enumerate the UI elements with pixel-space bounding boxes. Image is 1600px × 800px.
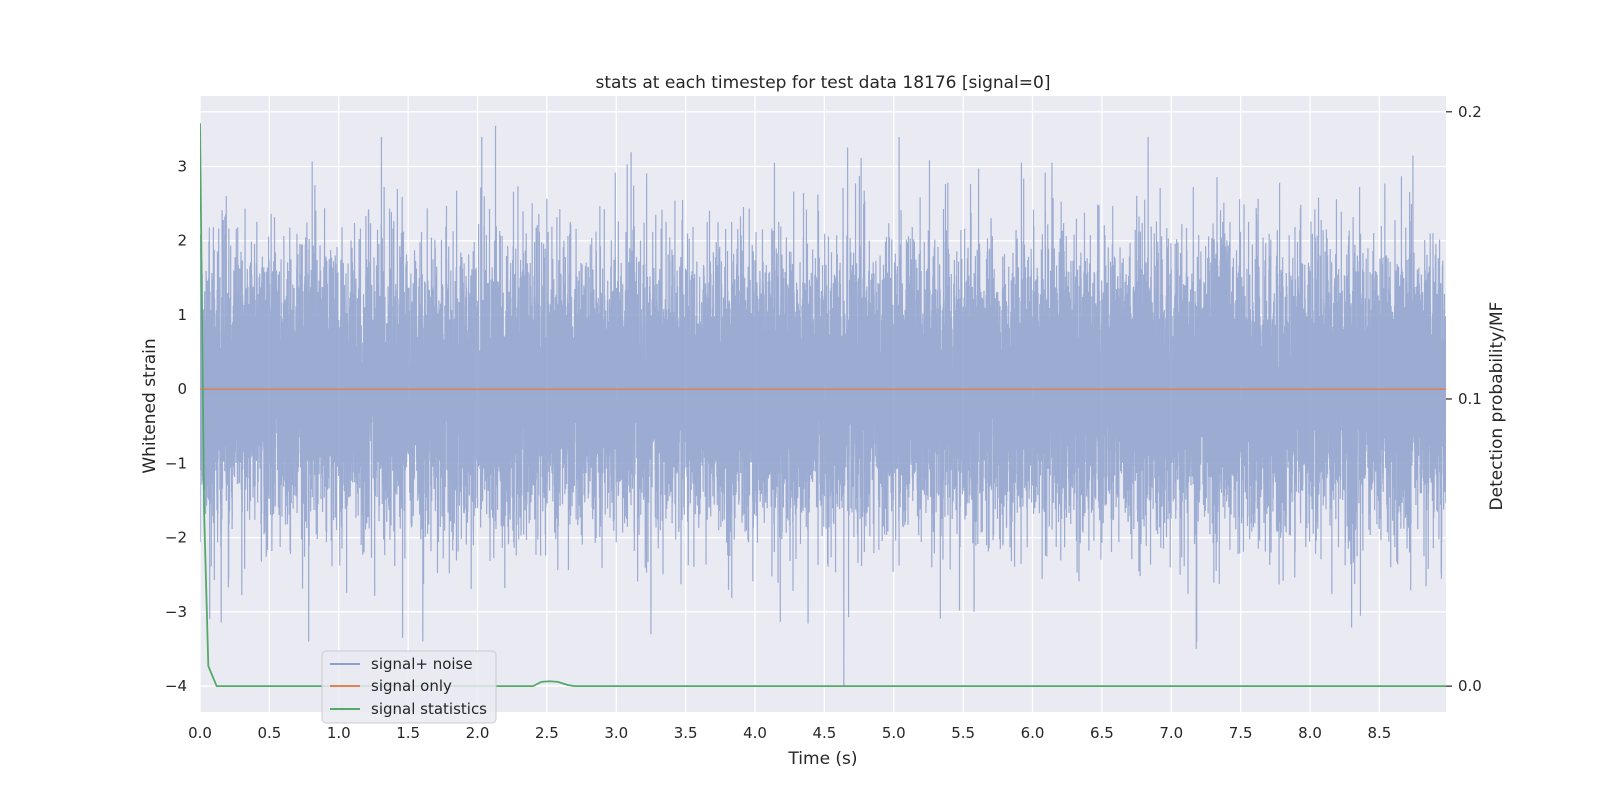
x-tick-label: 8.5 [1367,724,1391,742]
right-y-tick-label: 0.2 [1458,103,1482,121]
legend-label-signal-noise: signal+ noise [371,655,473,673]
x-tick-label: 3.0 [604,724,628,742]
x-tick-label: 2.0 [466,724,490,742]
x-tick-label: 4.0 [743,724,767,742]
y-tick-label: 2 [177,232,187,250]
x-tick-label: 5.5 [951,724,975,742]
legend: signal+ noise signal only signal statist… [321,650,497,724]
x-tick-label: 7.0 [1159,724,1183,742]
y-tick-label: −2 [165,529,187,547]
right-y-tick-label: 0.0 [1458,677,1482,695]
x-tick-label: 1.5 [396,724,420,742]
series-layer [200,123,1446,688]
series-signal-statistics-line [200,123,1446,688]
right-axis-ticks: 0.0 0.1 0.2 [1446,103,1482,695]
x-axis-ticks: 0.0 0.5 1.0 1.5 2.0 2.5 3.0 3.5 4.0 4.5 5.0 5.5 6.0 6… [188,724,1391,742]
x-tick-label: 5.0 [882,724,906,742]
legend-box [321,650,497,724]
y-tick-label: 3 [177,158,187,176]
y-tick-label: 0 [177,380,187,398]
y-axis-ticks: −4 −3 −2 −1 0 1 2 3 [165,158,187,696]
x-tick-label: 1.0 [327,724,351,742]
x-tick-label: 0.0 [188,724,212,742]
y-tick-label: −3 [165,603,187,621]
x-tick-label: 0.5 [257,724,281,742]
x-tick-label: 3.5 [674,724,698,742]
right-axis-label: Detection probability/MF [1487,302,1507,511]
x-tick-label: 4.5 [812,724,836,742]
x-tick-label: 7.5 [1229,724,1253,742]
right-y-tick-label: 0.1 [1458,390,1482,408]
x-tick-label: 6.0 [1021,724,1045,742]
x-tick-label: 6.5 [1090,724,1114,742]
x-tick-label: 2.5 [535,724,559,742]
y-tick-label: 1 [177,306,187,324]
legend-label-signal-statistics: signal statistics [371,700,487,718]
series-signal-noise-line [200,125,1446,687]
x-axis-label: Time (s) [787,749,857,769]
x-tick-label: 8.0 [1298,724,1322,742]
y-axis-label: Whitened strain [140,338,160,473]
y-tick-label: −4 [165,677,187,695]
chart-title: stats at each timestep for test data 181… [596,73,1051,93]
legend-label-signal-only: signal only [371,677,452,695]
y-tick-label: −1 [165,454,187,472]
